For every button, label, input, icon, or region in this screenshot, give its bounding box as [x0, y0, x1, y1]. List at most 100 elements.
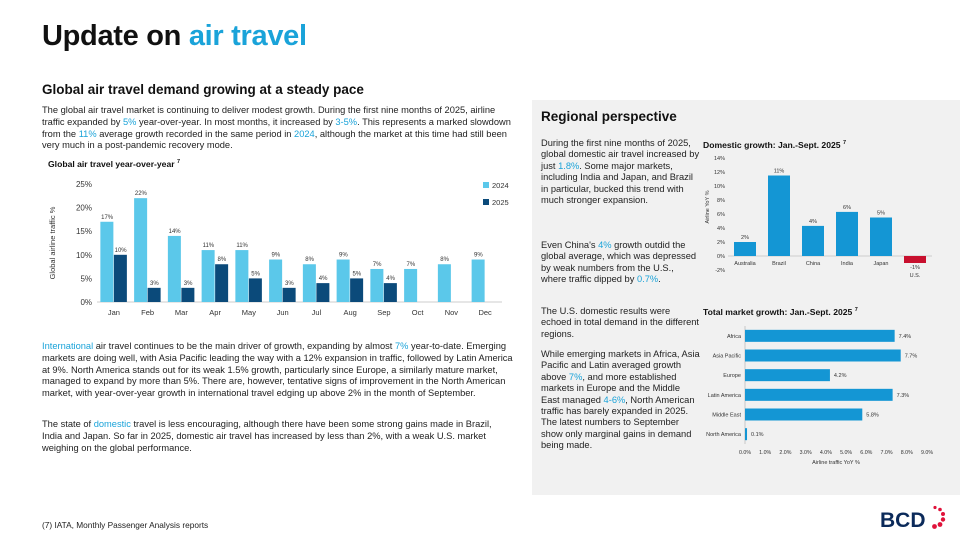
domestic-text-2: travel is less encouraging, although the… [42, 419, 492, 453]
x-tick-label: Apr [209, 308, 221, 317]
data-label: 17% [101, 215, 114, 221]
y-tick-label: 25% [76, 180, 92, 189]
international-text-1: air travel continues to be the main driv… [93, 341, 395, 351]
bar [745, 388, 893, 401]
intro-highlight-2: 3-5% [335, 116, 358, 127]
bar-2025 [248, 278, 262, 302]
x-tick-label: India [841, 261, 854, 267]
logo-text: BCD [880, 509, 926, 532]
category-label: Middle East [712, 413, 741, 419]
legend-swatch [483, 199, 489, 205]
data-label: 7.3% [897, 393, 910, 399]
bar [745, 428, 748, 441]
logo-dots [932, 505, 946, 529]
data-label: 5% [251, 271, 260, 277]
regional-p2-text-1: Even China's [541, 240, 599, 250]
x-tick-label: Jan [108, 308, 120, 317]
bar-2024 [370, 268, 384, 302]
domestic-chart-title-text: Domestic growth: Jan.-Sept. 2025 [703, 140, 841, 150]
total-market-chart: 7.4% Africa 7.7% Asia Pacific 4.2% Europe 7.3%… [706, 326, 933, 466]
intro-paragraph: The global air travel market is continui… [42, 105, 512, 152]
regional-p2-highlight-2: 0.7% [636, 274, 659, 285]
category-label: North America [706, 432, 742, 438]
x-axis-label: Airline traffic YoY % [812, 460, 860, 466]
data-label: 5.8% [866, 413, 879, 419]
domestic-growth-chart: -2% 0% 2% 4% 6% 8% 10% 12% 14% Airline YoY % 2% Aus… [705, 156, 932, 279]
data-label: 11% [774, 169, 785, 175]
bar-2024 [437, 264, 451, 302]
data-label: 11% [203, 243, 215, 249]
legend-label: 2025 [492, 198, 509, 207]
international-paragraph: International air travel continues to be… [42, 341, 514, 400]
bar [870, 217, 892, 256]
regional-p3-text: The U.S. domestic results were echoed in… [541, 306, 699, 339]
data-label: 9% [339, 253, 348, 259]
regional-p4-text-1: While emerging markets in Africa, Asia P… [541, 349, 700, 382]
regional-p4-highlight-2: 4-6% [603, 394, 626, 405]
total-chart-title-text: Total market growth: Jan.-Sept. 2025 [703, 307, 853, 317]
regional-p2-text-2: growth outdid the global average, which … [541, 240, 697, 285]
y-tick-label: 6% [717, 212, 725, 218]
legend-label: 2024 [492, 181, 509, 190]
y-tick-label: 14% [714, 156, 725, 162]
intro-text-3: . This represents a marked slowdown from… [42, 116, 511, 139]
bar [768, 175, 790, 256]
intro-highlight-1: 5% [122, 116, 137, 127]
regional-p1-text-1: During the first nine months of 2025, gl… [541, 138, 700, 171]
x-tick-label: 6.0% [860, 450, 872, 456]
data-label: 3% [285, 281, 294, 287]
bar [904, 256, 926, 263]
regional-p1-highlight-1: 1.8% [558, 160, 580, 171]
intro-text-4: average growth recorded in the same peri… [96, 128, 295, 139]
y-tick-label: 0% [80, 298, 92, 307]
section-heading: Global air travel demand growing at a st… [42, 82, 364, 97]
x-tick-label: 4.0% [820, 450, 832, 456]
international-highlight-1: International [42, 341, 94, 351]
legend-swatch [483, 182, 489, 188]
data-label: 8% [440, 257, 449, 263]
monthly-chart-title-text: Global air travel year-over-year [48, 159, 175, 169]
data-label: 7% [373, 262, 382, 268]
data-label: 3% [184, 281, 193, 287]
international-highlight-2: 7% [394, 341, 409, 351]
data-label: 7.7% [905, 354, 918, 360]
data-label: 7.4% [899, 334, 912, 340]
data-label: 2% [741, 235, 749, 241]
bar [745, 349, 901, 362]
data-label: 4% [319, 276, 328, 282]
data-label: 9% [272, 253, 281, 259]
bar-2025 [181, 287, 195, 302]
bar-2025 [282, 287, 296, 302]
bar-2024 [302, 264, 316, 302]
x-tick-label: Mar [175, 308, 188, 317]
bar [745, 329, 895, 342]
data-label: 7% [407, 262, 416, 268]
title-lead: Update on [42, 20, 189, 52]
y-tick-label: 10% [76, 251, 92, 260]
data-label: 4.2% [834, 373, 847, 379]
x-tick-label: Nov [445, 308, 459, 317]
x-tick-label: 8.0% [901, 450, 913, 456]
page-title: Update on air travel [42, 20, 307, 53]
x-tick-label: Australia [734, 261, 756, 267]
data-label: 3% [150, 281, 159, 287]
bar [734, 242, 756, 256]
intro-text-5: , although the market at this time had s… [42, 128, 507, 151]
data-label: 6% [843, 205, 851, 211]
x-tick-label: Oct [412, 308, 425, 317]
regional-title: Regional perspective [541, 109, 677, 124]
bar-2025 [316, 283, 330, 302]
intro-text-2: year-over-year. In most months, it incre… [136, 116, 336, 127]
monthly-chart-title: Global air travel year-over-year 7 [48, 159, 180, 169]
x-tick-label: 3.0% [800, 450, 812, 456]
monthly-chart-title-ref: 7 [176, 159, 181, 166]
data-label: 5% [877, 211, 885, 217]
bar-2025 [113, 254, 127, 302]
bar-2024 [404, 268, 418, 302]
y-tick-label: 12% [714, 170, 725, 176]
x-tick-label: Sep [377, 308, 390, 317]
data-label: -1% [910, 265, 920, 271]
data-label: 4% [386, 276, 395, 282]
data-label: 8% [305, 257, 314, 263]
x-tick-label: Brazil [772, 261, 786, 267]
